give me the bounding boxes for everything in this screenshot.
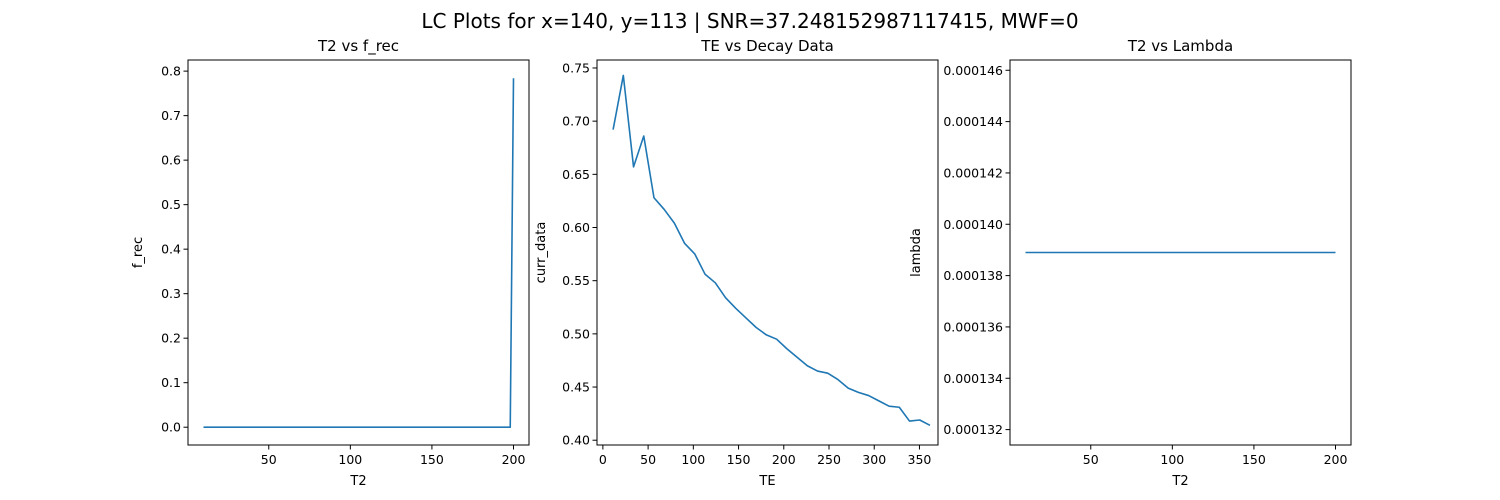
y-tick-label: 0.50 — [562, 326, 590, 341]
y-tick-label: 0.5 — [161, 197, 181, 212]
x-axis-label: T2 — [349, 474, 366, 489]
y-tick-label: 0.0 — [161, 420, 181, 435]
x-tick-label: 200 — [772, 452, 796, 467]
x-tick-label: 350 — [908, 452, 932, 467]
x-axis-label: T2 — [1171, 474, 1188, 489]
plot-frame — [1009, 59, 1352, 446]
y-tick-label: 0.55 — [562, 273, 590, 288]
y-tick-label: 0.8 — [161, 64, 181, 79]
chart-panel-3: 50 100 150 200 0.000132 0.000134 0.000136 0.000… — [909, 37, 1352, 489]
series-line-2-1 — [612, 74, 931, 427]
plot-frame — [187, 59, 530, 446]
x-tick-label: 100 — [681, 452, 705, 467]
chart-panels: 50 100 150 200 0.0 0.1 0.2 0.3 0.4 0.5 0.6 0.7 0.8 T2… — [131, 37, 1352, 489]
x-tick-label: 150 — [1242, 452, 1266, 467]
x-tick-label: 200 — [1324, 452, 1348, 467]
panel-title: TE vs Decay Data — [700, 37, 834, 55]
y-tick-label: 0.000134 — [943, 371, 1003, 386]
y-tick-label: 0.000140 — [943, 217, 1003, 232]
x-tick-label: 50 — [261, 452, 277, 467]
y-tick-label: 0.6 — [161, 153, 181, 168]
y-tick-label: 0.000132 — [943, 422, 1003, 437]
x-axis-label: TE — [758, 474, 775, 489]
series-line-1-1 — [203, 78, 515, 429]
y-axis-label: lambda — [909, 228, 924, 277]
y-tick-label: 0.60 — [562, 220, 590, 235]
x-tick-label: 100 — [1160, 452, 1184, 467]
y-tick-label: 0.1 — [161, 375, 181, 390]
y-tick-label: 0.4 — [161, 242, 181, 257]
x-tick-label: 100 — [338, 452, 362, 467]
y-tick-label: 0.000136 — [943, 319, 1003, 334]
x-tick-label: 200 — [502, 452, 526, 467]
x-tick-label: 150 — [727, 452, 751, 467]
y-tick-label: 0.000144 — [943, 114, 1003, 129]
y-tick-label: 0.000142 — [943, 165, 1003, 180]
y-tick-label: 0.2 — [161, 331, 181, 346]
plot-frame — [596, 59, 939, 446]
x-tick-label: 0 — [599, 452, 607, 467]
y-tick-label: 0.40 — [562, 433, 590, 448]
y-tick-label: 0.7 — [161, 108, 181, 123]
y-tick-label: 0.65 — [562, 167, 590, 182]
panel-title: T2 vs f_rec — [317, 37, 399, 56]
chart-panel-2: 0 50 100 150 200 250 300 350 0.40 0.45 0.50 0.55 0.6… — [534, 37, 939, 489]
y-tick-label: 0.000146 — [943, 63, 1003, 78]
x-tick-label: 250 — [817, 452, 841, 467]
y-tick-label: 0.000138 — [943, 268, 1003, 283]
y-tick-label: 0.75 — [562, 60, 590, 75]
y-axis-label: curr_data — [534, 222, 549, 284]
chart-panel-1: 50 100 150 200 0.0 0.1 0.2 0.3 0.4 0.5 0.6 0.7 0.8 T2… — [131, 37, 530, 489]
y-tick-label: 0.3 — [161, 286, 181, 301]
figure-suptitle: LC Plots for x=140, y=113 | SNR=37.24815… — [421, 9, 1078, 33]
panel-title: T2 vs Lambda — [1127, 37, 1233, 55]
x-tick-label: 50 — [1083, 452, 1099, 467]
y-axis-label: f_rec — [131, 237, 146, 268]
x-tick-label: 150 — [420, 452, 444, 467]
y-tick-label: 0.45 — [562, 380, 590, 395]
x-tick-label: 300 — [862, 452, 886, 467]
x-tick-label: 50 — [640, 452, 656, 467]
y-tick-label: 0.70 — [562, 114, 590, 129]
